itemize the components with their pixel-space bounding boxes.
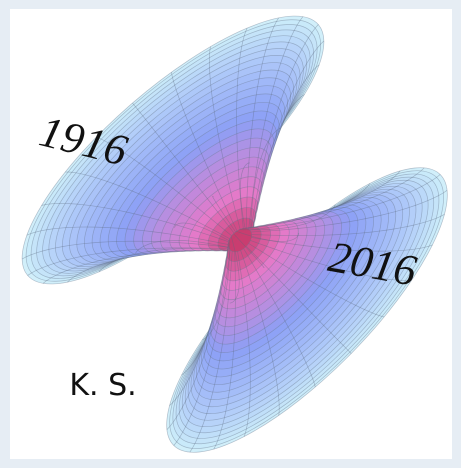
initials: K. S. (69, 368, 136, 403)
logo: 1916 2016 K. S. (0, 0, 461, 468)
